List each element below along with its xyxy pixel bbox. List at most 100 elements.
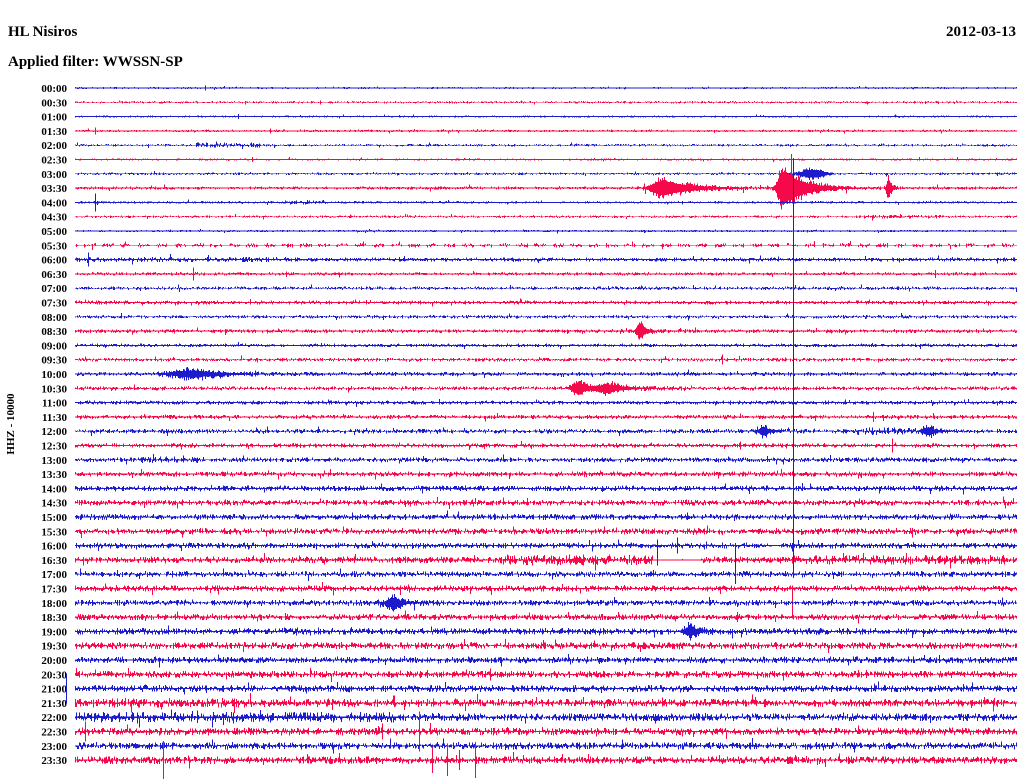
time-label: 06:00 — [41, 255, 67, 267]
trace-row-17:30 — [75, 582, 1017, 616]
trace-row-01:30 — [75, 127, 1017, 135]
trace-row-22:30 — [75, 711, 1017, 752]
time-label: 12:30 — [41, 441, 67, 453]
time-label: 16:30 — [41, 555, 67, 567]
trace-row-01:00 — [75, 114, 1017, 120]
trace-row-07:30 — [75, 298, 1017, 307]
trace-row-18:00 — [75, 594, 1017, 612]
time-label: 17:00 — [41, 569, 67, 581]
trace-row-19:00 — [75, 621, 1017, 641]
time-label: 11:30 — [42, 412, 68, 424]
time-label: 12:00 — [41, 426, 67, 438]
trace-row-09:30 — [75, 354, 1017, 365]
trace-row-09:00 — [75, 342, 1017, 350]
trace-row-15:30 — [75, 525, 1017, 538]
time-labels: 00:00 00:30 01:00 01:30 02:00 02:30 03:00 03:30… — [41, 83, 67, 767]
trace-row-00:00 — [75, 85, 1017, 91]
trace-row-14:30 — [75, 496, 1017, 509]
time-label: 18:00 — [41, 598, 67, 610]
time-label: 09:00 — [41, 340, 67, 352]
time-label: 17:30 — [41, 584, 67, 596]
time-label: 13:30 — [41, 469, 67, 481]
trace-row-02:00 — [75, 141, 1017, 150]
trace-row-12:00 — [75, 424, 1017, 439]
trace-row-15:00 — [75, 510, 1017, 521]
time-label: 21:00 — [41, 684, 67, 696]
trace-row-16:30 — [75, 552, 1017, 571]
station-title: HL Nisiros — [8, 24, 77, 40]
time-label: 14:30 — [41, 498, 67, 510]
time-label: 23:00 — [41, 741, 67, 753]
time-label: 14:00 — [41, 483, 67, 495]
trace-row-07:00 — [75, 284, 1017, 292]
trace-row-08:00 — [75, 313, 1017, 321]
trace-row-21:30 — [75, 693, 1017, 713]
trace-row-17:00 — [75, 546, 1017, 585]
time-label: 22:30 — [41, 727, 67, 739]
time-label: 02:00 — [41, 140, 67, 152]
trace-row-16:00 — [75, 537, 1017, 566]
time-label: 04:30 — [41, 212, 67, 224]
y-axis-label: HHZ - 10000 — [5, 393, 17, 455]
time-label: 03:30 — [41, 183, 67, 195]
time-label: 19:30 — [41, 641, 67, 653]
trace-row-18:30 — [75, 610, 1017, 624]
time-label: 15:30 — [41, 526, 67, 538]
trace-row-13:30 — [75, 468, 1017, 480]
trace-row-14:00 — [75, 483, 1017, 495]
trace-row-08:30 — [75, 321, 1017, 340]
time-label: 15:00 — [41, 512, 67, 524]
trace-row-13:00 — [75, 454, 1017, 465]
time-label: 22:00 — [41, 712, 67, 724]
trace-row-05:30 — [75, 240, 1017, 250]
time-label: 08:30 — [41, 326, 67, 338]
trace-row-04:00 — [75, 193, 1017, 212]
trace-row-22:00 — [75, 709, 1017, 728]
time-label: 05:00 — [41, 226, 67, 238]
time-label: 20:30 — [41, 669, 67, 681]
trace-row-04:30 — [75, 213, 1017, 221]
trace-row-05:00 — [75, 229, 1017, 234]
time-label: 04:00 — [41, 197, 67, 209]
trace-row-12:30 — [75, 438, 1017, 453]
trace-row-21:00 — [66, 673, 1017, 704]
time-label: 20:00 — [41, 655, 67, 667]
trace-row-03:00 — [75, 167, 1017, 180]
trace-row-23:00 — [75, 737, 1017, 754]
trace-row-19:30 — [75, 638, 1017, 653]
trace-row-11:00 — [75, 399, 1017, 408]
trace-row-10:30 — [75, 380, 1017, 397]
trace-row-10:00 — [75, 367, 1017, 381]
trace-row-23:30 — [75, 741, 1017, 780]
trace-row-11:30 — [75, 411, 1017, 422]
time-label: 00:30 — [41, 97, 67, 109]
trace-row-06:00 — [75, 252, 1017, 267]
time-label: 09:30 — [41, 355, 67, 367]
time-label: 21:30 — [41, 698, 67, 710]
trace-row-20:30 — [75, 667, 1017, 682]
time-label: 23:30 — [41, 755, 67, 767]
time-label: 13:00 — [41, 455, 67, 467]
time-label: 07:00 — [41, 283, 67, 295]
time-label: 11:00 — [42, 398, 68, 410]
time-label: 01:00 — [41, 112, 67, 124]
time-label: 18:30 — [41, 612, 67, 624]
time-label: 05:30 — [41, 240, 67, 252]
trace-area — [66, 85, 1017, 780]
time-label: 00:00 — [41, 83, 67, 95]
trace-row-00:30 — [75, 100, 1017, 105]
trace-row-03:30 — [75, 154, 1017, 210]
time-label: 03:00 — [41, 169, 67, 181]
time-label: 08:00 — [41, 312, 67, 324]
trace-row-06:30 — [75, 267, 1017, 281]
time-label: 10:00 — [41, 369, 67, 381]
time-label: 01:30 — [41, 126, 67, 138]
time-label: 02:30 — [41, 155, 67, 167]
time-label: 06:30 — [41, 269, 67, 281]
time-label: 07:30 — [41, 298, 67, 310]
time-label: 19:00 — [41, 626, 67, 638]
trace-row-20:00 — [75, 654, 1017, 668]
filter-label: Applied filter: WWSSN-SP — [8, 54, 183, 70]
time-label: 16:00 — [41, 541, 67, 553]
